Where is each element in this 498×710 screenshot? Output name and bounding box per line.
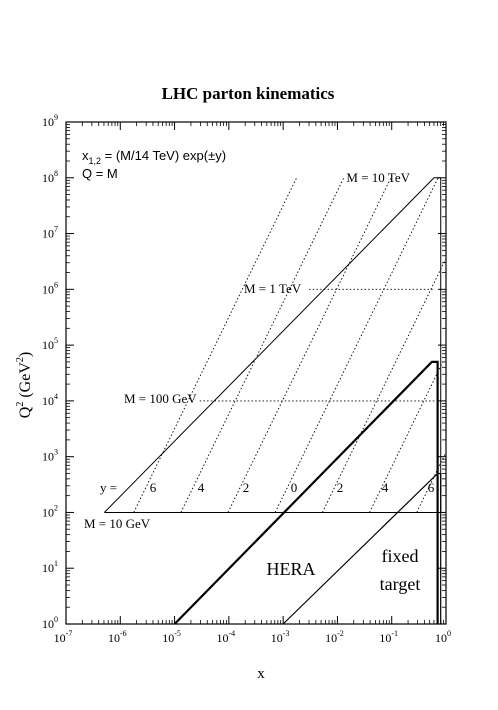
rapidity-label: y = xyxy=(100,480,117,495)
rapidity-line xyxy=(133,177,298,513)
formula-line-2: Q = M xyxy=(82,166,118,181)
y-tick-label: 100 xyxy=(42,615,58,631)
rapidity-label: 4 xyxy=(382,480,389,495)
y-tick-label: 104 xyxy=(42,392,58,408)
y-tick-label: 103 xyxy=(42,448,58,464)
x-axis-label: x xyxy=(257,666,265,682)
mass-label: M = 1 TeV xyxy=(244,281,302,296)
formula-line-1: x1,2 = (M/14 TeV) exp(±y) xyxy=(82,148,226,166)
rapidity-label: 6 xyxy=(428,480,435,495)
kinematic-limit-line xyxy=(104,177,441,513)
x-tick-label: 10-7 xyxy=(54,629,73,645)
x-tick-label: 10-1 xyxy=(379,629,398,645)
fixed-target-boundary xyxy=(282,472,442,625)
mass-label: M = 10 GeV xyxy=(84,516,151,531)
rapidity-label: 6 xyxy=(150,480,157,495)
rapidity-line xyxy=(227,177,392,513)
tick-labels: 10-7 10-6 10-5 10-4 10-3 10-2 10-1 100 100 101 102… xyxy=(42,113,451,645)
x-tick-label: 100 xyxy=(435,629,451,645)
x-tick-label: 10-2 xyxy=(325,629,344,645)
axis-ticks xyxy=(65,121,447,625)
rapidity-line xyxy=(180,177,345,513)
dotted-guides xyxy=(133,177,447,513)
x-tick-label: 10-4 xyxy=(217,629,236,645)
y-tick-label: 109 xyxy=(42,113,58,129)
formula: x1,2 = (M/14 TeV) exp(±y) Q = M xyxy=(82,148,226,181)
rapidity-label: 0 xyxy=(291,480,298,495)
y-tick-label: 108 xyxy=(42,169,58,185)
rapidity-label: 2 xyxy=(337,480,344,495)
rapidity-line xyxy=(274,177,439,513)
x-tick-label: 10-6 xyxy=(108,629,127,645)
x-tick-label: 10-5 xyxy=(162,629,181,645)
rapidity-label: 4 xyxy=(198,480,205,495)
region-label: HERA xyxy=(267,559,316,579)
hera-boundary xyxy=(173,360,439,625)
y-tick-label: 102 xyxy=(42,503,58,519)
rapidity-label: 2 xyxy=(243,480,250,495)
annotations: M = 10 GeV M = 100 GeV M = 1 TeV M = 10 TeV… xyxy=(84,170,435,594)
y-axis-label: Q2 (GeV2) xyxy=(15,352,34,418)
y-tick-label: 101 xyxy=(42,559,58,575)
x-tick-label: 10-3 xyxy=(271,629,290,645)
region-label: fixed xyxy=(382,546,419,566)
plot-frame xyxy=(65,121,447,625)
y-tick-label: 107 xyxy=(42,225,58,241)
y-tick-label: 105 xyxy=(42,336,58,352)
y-tick-label: 106 xyxy=(42,280,58,296)
chart-title: LHC parton kinematics xyxy=(162,84,335,103)
region-label: target xyxy=(380,574,421,594)
mass-label: M = 100 GeV xyxy=(124,391,197,406)
mass-label: M = 10 TeV xyxy=(346,170,410,185)
rapidity-line xyxy=(321,258,447,513)
